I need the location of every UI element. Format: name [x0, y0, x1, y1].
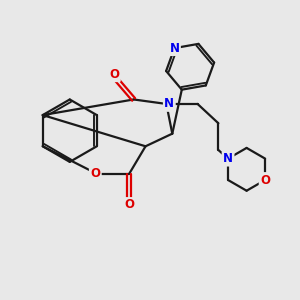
Text: O: O	[90, 167, 100, 180]
Text: N: N	[223, 152, 233, 165]
Text: O: O	[124, 199, 134, 212]
Text: O: O	[260, 173, 270, 187]
Text: O: O	[109, 68, 119, 81]
Text: N: N	[169, 42, 179, 55]
Text: N: N	[164, 98, 174, 110]
